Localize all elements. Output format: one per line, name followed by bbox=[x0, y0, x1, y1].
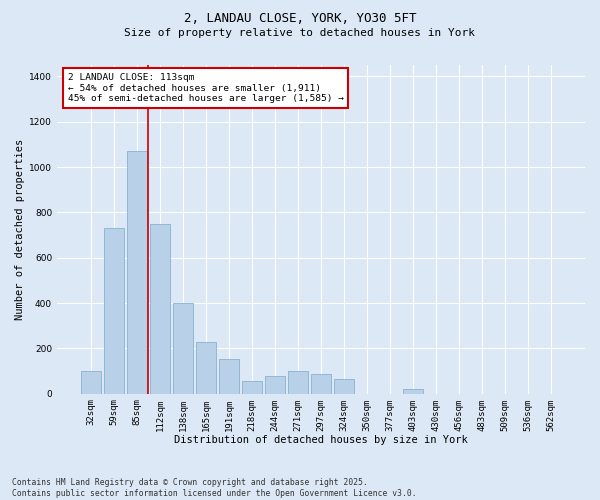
Bar bbox=[242, 382, 262, 394]
Bar bbox=[219, 358, 239, 394]
Bar bbox=[104, 228, 124, 394]
Bar bbox=[127, 151, 146, 394]
Bar bbox=[196, 342, 215, 394]
Bar bbox=[150, 224, 170, 394]
Bar bbox=[334, 379, 354, 394]
Bar bbox=[173, 303, 193, 394]
Bar bbox=[265, 376, 285, 394]
Bar bbox=[403, 389, 423, 394]
Text: Contains HM Land Registry data © Crown copyright and database right 2025.
Contai: Contains HM Land Registry data © Crown c… bbox=[12, 478, 416, 498]
Text: Size of property relative to detached houses in York: Size of property relative to detached ho… bbox=[125, 28, 476, 38]
Bar bbox=[288, 371, 308, 394]
Y-axis label: Number of detached properties: Number of detached properties bbox=[15, 138, 25, 320]
Text: 2 LANDAU CLOSE: 113sqm
← 54% of detached houses are smaller (1,911)
45% of semi-: 2 LANDAU CLOSE: 113sqm ← 54% of detached… bbox=[68, 73, 344, 103]
Text: 2, LANDAU CLOSE, YORK, YO30 5FT: 2, LANDAU CLOSE, YORK, YO30 5FT bbox=[184, 12, 416, 26]
X-axis label: Distribution of detached houses by size in York: Distribution of detached houses by size … bbox=[174, 435, 468, 445]
Bar bbox=[81, 371, 101, 394]
Bar bbox=[311, 374, 331, 394]
